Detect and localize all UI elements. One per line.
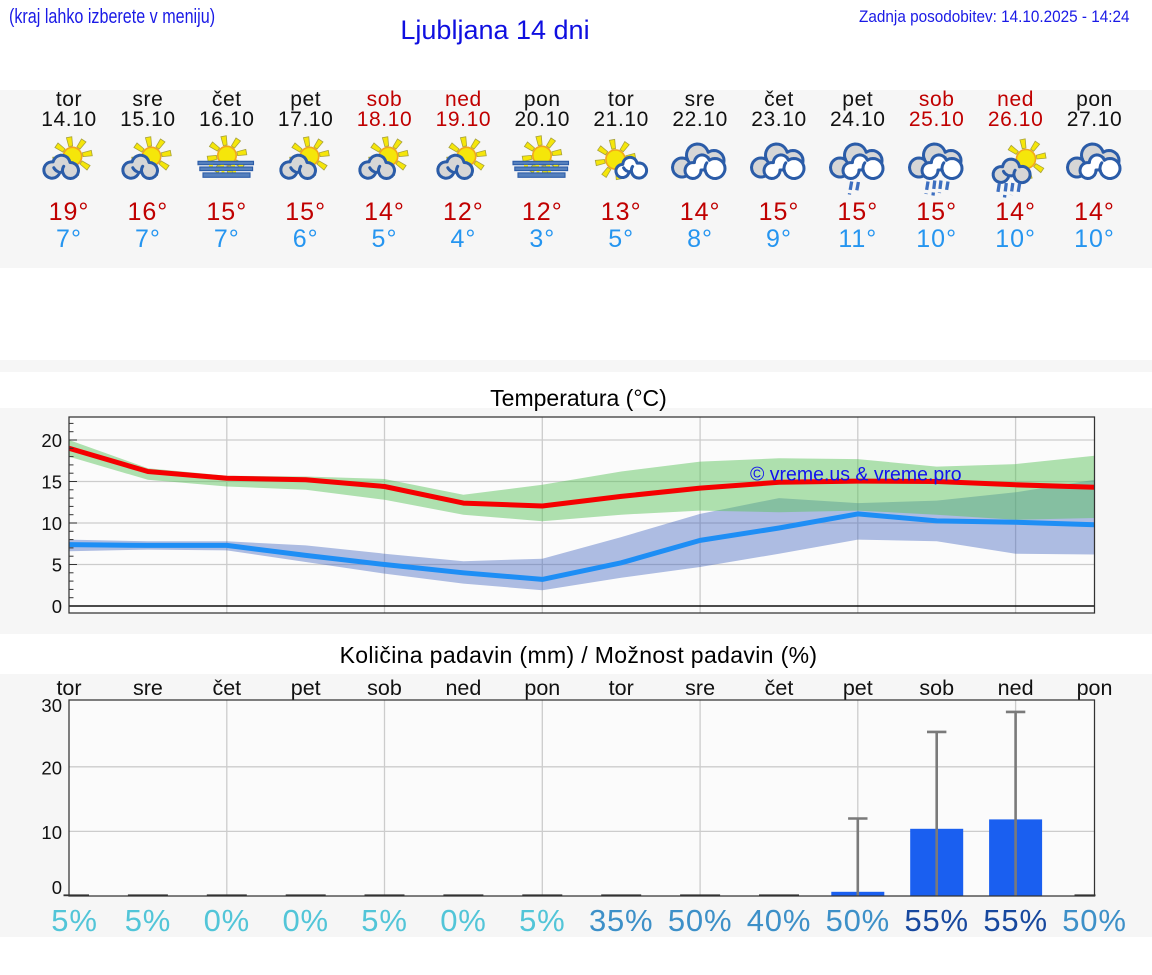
svg-text:tor: tor [609, 676, 634, 700]
svg-text:sob: sob [367, 676, 402, 700]
svg-text:5: 5 [52, 555, 62, 576]
svg-text:5%: 5% [51, 903, 97, 935]
svg-text:10: 10 [41, 513, 62, 534]
svg-text:pet: pet [291, 676, 321, 700]
svg-text:ned: ned [998, 676, 1034, 700]
svg-text:55%: 55% [904, 903, 968, 935]
svg-text:20: 20 [41, 430, 62, 451]
svg-text:0%: 0% [282, 903, 328, 935]
svg-text:čet: čet [212, 676, 241, 700]
svg-text:50%: 50% [826, 903, 890, 935]
svg-text:sre: sre [133, 676, 163, 700]
svg-text:50%: 50% [1062, 903, 1126, 935]
svg-text:tor: tor [56, 676, 81, 700]
svg-text:0: 0 [52, 877, 62, 898]
svg-text:15: 15 [41, 472, 62, 493]
svg-text:pet: pet [843, 676, 873, 700]
svg-text:40%: 40% [747, 903, 811, 935]
svg-text:30: 30 [41, 695, 62, 716]
svg-text:0%: 0% [440, 903, 486, 935]
svg-text:0%: 0% [204, 903, 250, 935]
svg-text:5%: 5% [125, 903, 171, 935]
svg-text:sob: sob [919, 676, 954, 700]
svg-text:pon: pon [524, 676, 560, 700]
svg-text:20: 20 [41, 758, 62, 779]
svg-text:ned: ned [445, 676, 481, 700]
svg-text:10: 10 [41, 822, 62, 843]
svg-text:55%: 55% [983, 903, 1047, 935]
svg-text:5%: 5% [361, 903, 407, 935]
svg-text:sre: sre [685, 676, 715, 700]
svg-text:© vreme.us & vreme.pro: © vreme.us & vreme.pro [750, 464, 962, 486]
svg-text:0: 0 [52, 596, 62, 617]
svg-text:50%: 50% [668, 903, 732, 935]
svg-text:čet: čet [765, 676, 794, 700]
svg-text:35%: 35% [589, 903, 653, 935]
svg-text:pon: pon [1077, 676, 1113, 700]
svg-text:5%: 5% [519, 903, 565, 935]
